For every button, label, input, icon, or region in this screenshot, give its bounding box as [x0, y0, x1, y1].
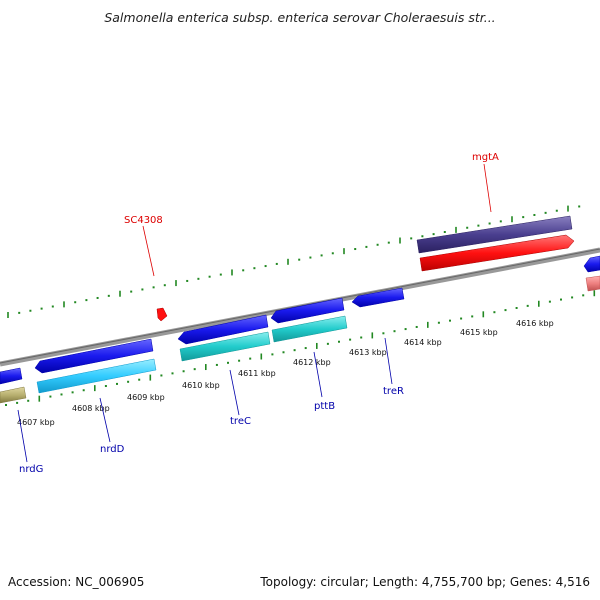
label-pttB: pttB — [314, 401, 335, 412]
cds-arrow-mgtA-outer[interactable] — [416, 215, 573, 254]
kbp-label: 4607 kbp — [17, 418, 55, 427]
genome-summary-text: Topology: circular; Length: 4,755,700 bp… — [260, 575, 590, 589]
kbp-label: 4609 kbp — [127, 393, 165, 402]
label-leaders — [17, 163, 492, 463]
cds-arrow-treC-fwd[interactable] — [179, 331, 271, 362]
label-mgtA: mgtA — [472, 152, 499, 163]
kbp-label: 4614 kbp — [404, 338, 442, 347]
cds-arrow-right-edge[interactable] — [583, 255, 600, 273]
cds-marker-SC4308[interactable] — [156, 307, 168, 322]
leader-mgtA — [483, 163, 492, 213]
cds-arrow-right-pink[interactable] — [585, 275, 600, 292]
cds-arrow-nrdG-fwd[interactable] — [0, 386, 27, 404]
cds-arrow-nrdD-rev[interactable] — [34, 338, 154, 374]
cds-arrow-pttB-rev[interactable] — [270, 297, 345, 324]
label-SC4308: SC4308 — [124, 215, 163, 226]
kbp-label: 4615 kbp — [460, 328, 498, 337]
leader-nrdD — [99, 397, 111, 443]
kbp-labels: 4607 kbp 4608 kbp 4609 kbp 4610 kbp 4611… — [17, 319, 554, 427]
upper-tick-track — [7, 205, 581, 318]
kbp-label: 4611 kbp — [238, 369, 276, 378]
leader-treC — [229, 369, 240, 416]
map-title: Salmonella enterica subsp. enterica sero… — [104, 10, 496, 25]
label-treC: treC — [230, 416, 251, 427]
cds-arrow-treC-rev[interactable] — [177, 314, 269, 345]
kbp-label: 4612 kbp — [293, 358, 331, 367]
leader-nrdG — [17, 409, 28, 463]
label-treR: treR — [383, 386, 404, 397]
genome-backbone-highlight — [0, 248, 600, 364]
kbp-label: 4616 kbp — [516, 319, 554, 328]
cds-arrow-mgtA[interactable] — [419, 234, 575, 272]
accession-text: Accession: NC_006905 — [8, 575, 145, 589]
cds-arrow-treR-rev[interactable] — [351, 287, 405, 308]
lower-tick-track — [5, 290, 596, 406]
kbp-label: 4613 kbp — [349, 348, 387, 357]
cds-arrow-nrdD-fwd[interactable] — [36, 358, 157, 394]
label-nrdD: nrdD — [100, 444, 125, 455]
cds-arrow-left-edge[interactable] — [0, 367, 23, 385]
cds-arrow-pttB-fwd[interactable] — [271, 315, 348, 343]
leader-treR — [384, 337, 393, 385]
kbp-label: 4610 kbp — [182, 381, 220, 390]
feature-labels: SC4308 mgtA nrdG nrdD treC pttB treR — [19, 152, 499, 475]
label-nrdG: nrdG — [19, 464, 43, 475]
leader-pttB — [313, 351, 323, 398]
leader-SC4308 — [142, 225, 155, 277]
kbp-label: 4608 kbp — [72, 404, 110, 413]
